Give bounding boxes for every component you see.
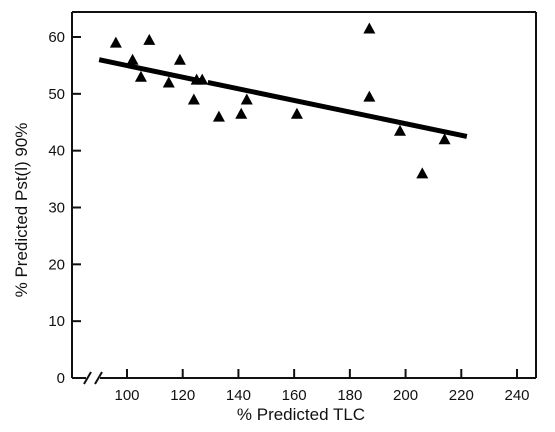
data-points xyxy=(109,22,451,179)
data-point-triangle xyxy=(187,93,200,105)
data-point-triangle xyxy=(438,133,451,145)
data-point-triangle xyxy=(416,167,429,179)
y-tick-label: 0 xyxy=(57,370,65,387)
data-point-triangle xyxy=(109,36,122,48)
data-point-triangle xyxy=(126,53,139,65)
y-tick-label: 20 xyxy=(48,256,65,273)
x-tick-label: 120 xyxy=(170,387,195,404)
data-point-triangle xyxy=(212,110,225,122)
axis-break-mark xyxy=(83,371,92,385)
data-point-triangle xyxy=(134,70,147,82)
x-tick-label: 220 xyxy=(449,387,474,404)
x-tick-label: 100 xyxy=(114,387,139,404)
y-tick-label: 40 xyxy=(48,143,65,160)
data-point-triangle xyxy=(363,90,376,102)
x-axis-ticks: 100 120 140 160 180 200 220 240 xyxy=(114,369,530,404)
data-point-triangle xyxy=(235,107,248,119)
y-tick-label: 30 xyxy=(48,200,65,217)
x-tick-label: 160 xyxy=(282,387,307,404)
y-axis-title: % Predicted Pst(l) 90% xyxy=(12,123,31,298)
regression-line xyxy=(98,57,205,84)
regression-line-group xyxy=(98,57,468,139)
data-point-triangle xyxy=(240,93,253,105)
regression-line xyxy=(207,79,468,139)
data-point-triangle xyxy=(143,33,156,45)
x-axis-title: % Predicted TLC xyxy=(237,405,365,424)
x-tick-label: 140 xyxy=(226,387,251,404)
data-point-triangle xyxy=(394,124,406,136)
x-tick-label: 180 xyxy=(337,387,362,404)
y-axis-ticks: 0 10 20 30 40 50 60 xyxy=(48,29,81,387)
y-tick-label: 60 xyxy=(48,29,65,46)
axes-frame xyxy=(71,11,537,385)
data-point-triangle xyxy=(363,22,376,34)
x-tick-label: 240 xyxy=(504,387,529,404)
data-point-triangle xyxy=(162,76,175,88)
data-point-triangle xyxy=(290,107,303,119)
y-tick-label: 50 xyxy=(48,86,65,103)
x-tick-label: 200 xyxy=(393,387,418,404)
y-tick-label: 10 xyxy=(48,313,65,330)
data-point-triangle xyxy=(173,53,186,65)
axis-break-mark xyxy=(94,371,103,385)
